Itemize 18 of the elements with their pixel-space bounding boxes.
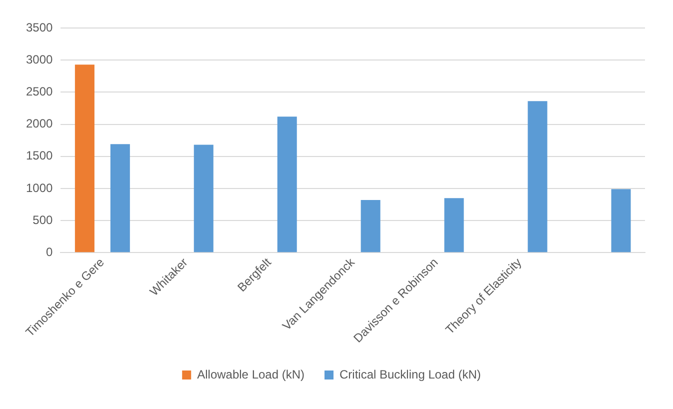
y-tick-label: 500 xyxy=(32,212,54,227)
bar xyxy=(444,198,464,252)
bar xyxy=(360,200,380,252)
y-tick-label: 1500 xyxy=(26,148,54,163)
y-tick-label: 0 xyxy=(46,244,54,259)
bar xyxy=(194,144,214,252)
bar xyxy=(277,116,297,252)
bar xyxy=(611,189,631,252)
bar xyxy=(110,144,130,252)
y-tick-label: 2000 xyxy=(26,116,54,131)
y-tick-label: 3000 xyxy=(26,52,54,66)
legend-label: Critical Buckling Load (kN) xyxy=(340,367,481,382)
legend-label: Allowable Load (kN) xyxy=(197,367,305,382)
bar xyxy=(528,101,548,252)
bar xyxy=(74,64,94,252)
y-tick-label: 2500 xyxy=(26,84,54,98)
y-tick-label: 3500 xyxy=(26,20,54,34)
y-tick-label: 1000 xyxy=(26,180,54,195)
